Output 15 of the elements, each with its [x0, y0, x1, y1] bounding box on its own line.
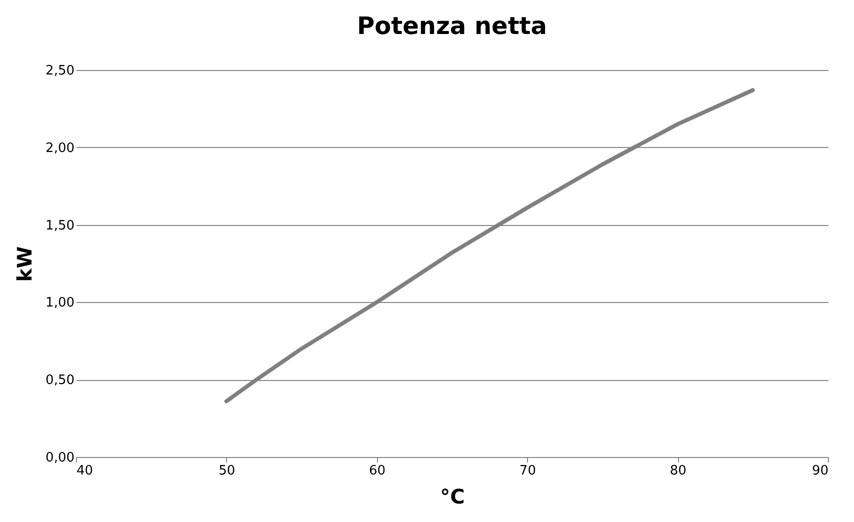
y-axis-title: kW — [12, 246, 37, 282]
x-tick-label: 60 — [369, 464, 386, 478]
x-axis-title: °C — [440, 484, 465, 508]
x-tick-label: 90 — [812, 464, 828, 478]
chart-title: Potenza netta — [357, 12, 547, 40]
x-tick-label: 40 — [76, 464, 94, 478]
y-tick-label: 1,00 — [46, 296, 74, 311]
y-tick-label: 0,50 — [46, 373, 74, 388]
y-tick-label: 2,00 — [46, 140, 74, 156]
x-tick-label: 70 — [519, 464, 536, 478]
y-tick-label: 0,00 — [46, 450, 74, 466]
x-tick-label: 80 — [670, 464, 686, 478]
y-tick-label: 2,50 — [46, 64, 74, 78]
y-tick-label: 1,50 — [46, 218, 74, 234]
x-tick-label: 50 — [218, 464, 236, 478]
